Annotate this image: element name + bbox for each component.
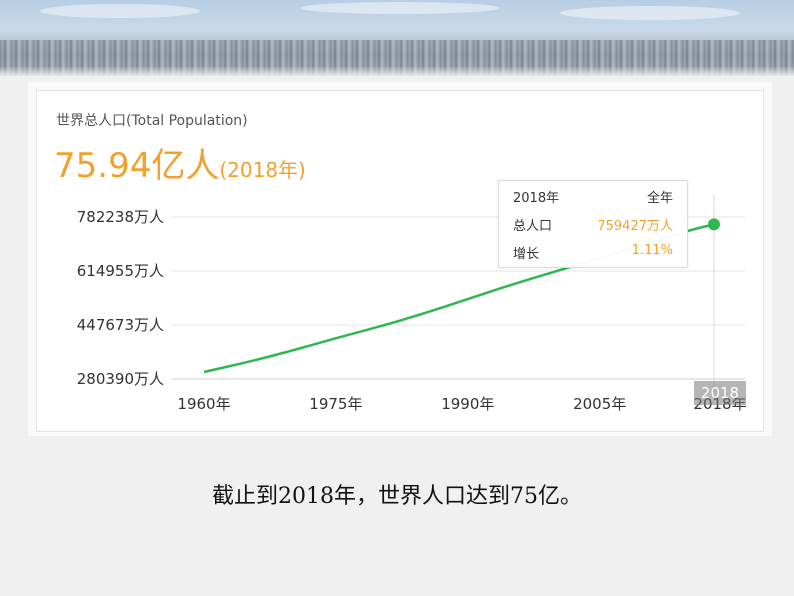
- tooltip-population-label: 总人口: [513, 219, 553, 234]
- y-tick-label: 782238万人: [76, 208, 164, 226]
- big-value-year: (2018年): [219, 158, 306, 182]
- x-tick-label: 1990年: [441, 395, 495, 413]
- chart-title: 世界总人口(Total Population): [56, 113, 248, 129]
- tooltip-year: 2018年: [513, 191, 560, 206]
- tooltip-growth-value: 1.11%: [631, 243, 673, 258]
- cursor-year-label: 2018: [694, 381, 746, 405]
- tooltip-population-value: 759427万人: [597, 219, 673, 234]
- slide-caption: 截止到2018年，世界人口达到75亿。: [212, 484, 582, 509]
- y-tick-label: 614955万人: [76, 262, 164, 280]
- x-tick-label: 1960年: [177, 395, 231, 413]
- highlight-point-2018: [708, 218, 720, 231]
- tooltip-period: 全年: [646, 191, 673, 206]
- x-tick-label: 1975年: [309, 395, 363, 413]
- tooltip-growth-label: 增长: [513, 247, 540, 262]
- big-value-number: 75.94亿人: [54, 146, 220, 186]
- x-tick-label: 2005年: [573, 395, 627, 413]
- city-banner-image: [0, 0, 794, 76]
- data-tooltip: 2018年 全年 总人口 759427万人 增长 1.11%: [498, 180, 688, 268]
- total-population-value: 75.94亿人(2018年): [54, 146, 306, 190]
- y-tick-label: 447673万人: [76, 315, 164, 334]
- y-tick-label: 280390万人: [76, 370, 164, 388]
